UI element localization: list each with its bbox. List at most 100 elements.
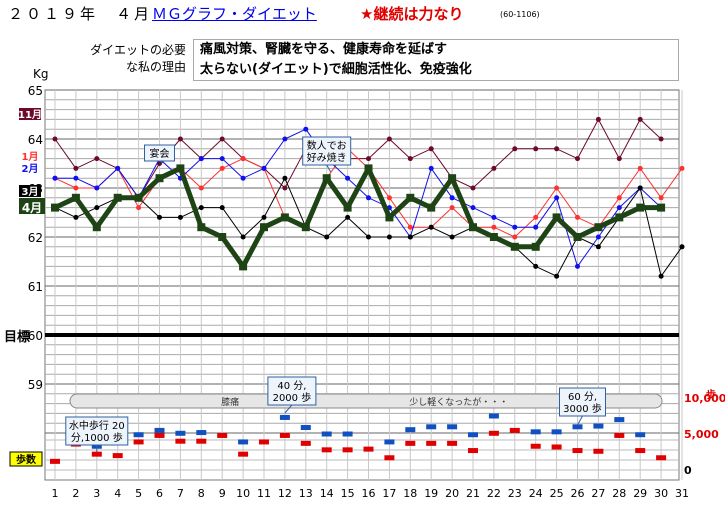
series-point	[657, 204, 665, 212]
steps-mark-red	[489, 431, 499, 436]
y-tick-label: 62	[28, 231, 43, 245]
series-point	[429, 225, 434, 230]
x-tick-label: 30	[654, 487, 668, 500]
series-point	[262, 166, 267, 171]
target-value-label: 60	[28, 329, 43, 343]
series-point	[323, 174, 331, 182]
series-point	[617, 195, 622, 200]
series-point	[659, 274, 664, 279]
steps-unit-label: 歩	[706, 388, 716, 401]
series-point	[469, 223, 477, 231]
series-point	[512, 225, 517, 230]
series-point	[73, 186, 78, 191]
x-tick-label: 26	[571, 487, 585, 500]
callout-text: 3000 歩	[563, 402, 602, 415]
series-point	[680, 244, 685, 249]
series-point	[617, 205, 622, 210]
series-point	[53, 176, 58, 181]
series-point	[220, 205, 225, 210]
series-point	[303, 127, 308, 132]
series-point	[324, 235, 329, 240]
series-point	[385, 213, 393, 221]
series-point	[178, 215, 183, 220]
steps-mark-red	[384, 455, 394, 460]
x-tick-label: 14	[320, 487, 334, 500]
steps-mark-red	[447, 441, 457, 446]
legend-label: 2月	[22, 163, 39, 175]
steps-mark-red	[468, 448, 478, 453]
series-point	[94, 156, 99, 161]
series-point	[594, 223, 602, 231]
x-tick-label: 25	[550, 487, 564, 500]
series-point	[408, 225, 413, 230]
series-point	[220, 137, 225, 142]
series-point	[135, 194, 143, 202]
callout-text: 宴会	[150, 147, 170, 160]
series-point	[511, 243, 519, 251]
steps-mark-blue	[384, 439, 394, 444]
series-point	[448, 174, 456, 182]
steps-mark-red	[217, 433, 227, 438]
series-point	[73, 176, 78, 181]
x-tick-label: 1	[52, 487, 59, 500]
series-point	[365, 164, 373, 172]
steps-mark-blue	[280, 415, 290, 420]
series-point	[471, 205, 476, 210]
series-point	[659, 195, 664, 200]
steps-mark-blue	[301, 425, 311, 430]
series-point	[282, 137, 287, 142]
steps-mark-red	[593, 449, 603, 454]
callout-text: 40 分,	[277, 380, 306, 392]
x-tick-label: 9	[219, 487, 226, 500]
series-point	[387, 235, 392, 240]
x-tick-label: 6	[156, 487, 163, 500]
x-tick-label: 24	[529, 487, 543, 500]
x-tick-label: 13	[299, 487, 313, 500]
series-point	[260, 223, 268, 231]
steps-mark-red	[113, 453, 123, 458]
steps-mark-blue	[531, 429, 541, 434]
series-point	[114, 194, 122, 202]
series-point	[512, 235, 517, 240]
series-point	[490, 233, 498, 241]
series-point	[282, 176, 287, 181]
series-point	[427, 204, 435, 212]
steps-mark-blue	[573, 424, 583, 429]
series-point	[532, 243, 540, 251]
series-point	[596, 244, 601, 249]
series-point	[94, 186, 99, 191]
legend-label: 3月	[22, 186, 39, 198]
x-tick-label: 22	[487, 487, 501, 500]
legend-label: 1月	[22, 151, 39, 163]
legend-label: 4月	[22, 201, 42, 215]
callout-text: 60 分,	[568, 391, 597, 403]
series-point	[554, 186, 559, 191]
steps-mark-red	[301, 441, 311, 446]
series-point	[53, 137, 58, 142]
series-point	[680, 166, 685, 171]
x-tick-label: 17	[382, 487, 396, 500]
series-point	[241, 156, 246, 161]
series-point	[575, 156, 580, 161]
series-point	[366, 195, 371, 200]
x-tick-label: 18	[403, 487, 417, 500]
series-point	[553, 213, 561, 221]
series-point	[199, 205, 204, 210]
steps-mark-blue	[635, 432, 645, 437]
y-tick-label: 61	[28, 280, 43, 294]
series-point	[241, 235, 246, 240]
steps-mark-red	[510, 428, 520, 433]
series-point	[659, 137, 664, 142]
callout-text: 分,1000 歩	[71, 431, 123, 444]
series-point	[450, 235, 455, 240]
series-point	[178, 137, 183, 142]
y-unit-label: Kg	[33, 67, 49, 81]
callout-text: 好み焼き	[307, 152, 347, 164]
series-point	[136, 205, 141, 210]
series-point	[408, 235, 413, 240]
series-point	[94, 205, 99, 210]
series-point	[450, 205, 455, 210]
steps-mark-blue	[343, 432, 353, 437]
series-point	[491, 215, 496, 220]
series-point	[491, 225, 496, 230]
